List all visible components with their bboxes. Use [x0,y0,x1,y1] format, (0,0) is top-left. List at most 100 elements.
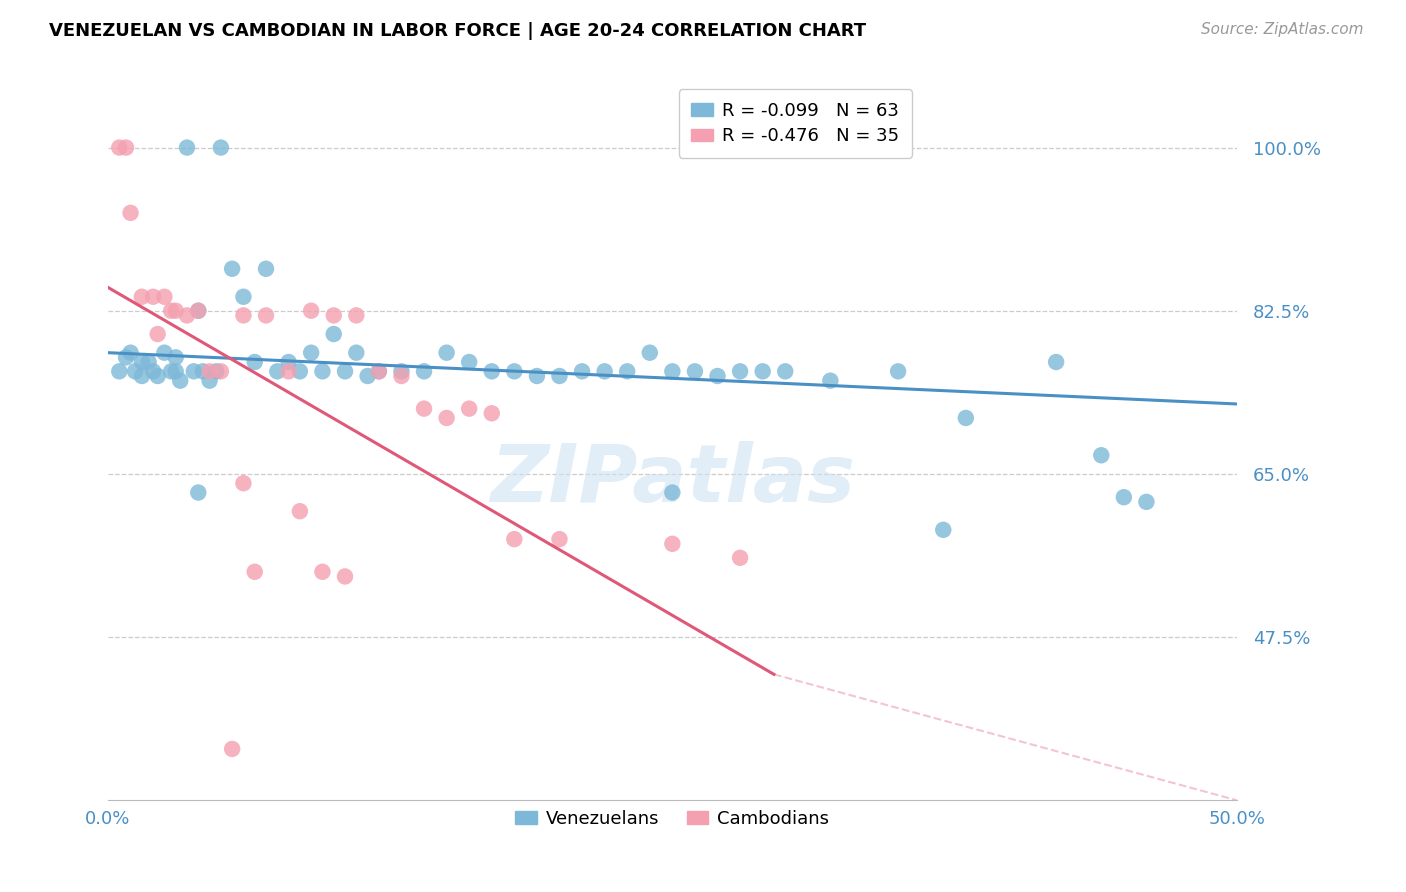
Point [165,364,187,378]
Point [728,550,751,565]
Point [277,364,299,378]
Point [311,565,333,579]
Point [661,485,683,500]
Point [153,345,176,359]
Point [176,140,198,154]
Point [198,374,221,388]
Point [232,476,254,491]
Point [436,411,458,425]
Point [165,351,187,365]
Point [616,364,638,378]
Point [115,140,138,154]
Point [160,303,183,318]
Point [187,485,209,500]
Point [187,303,209,318]
Point [1045,355,1067,369]
Point [367,364,389,378]
Point [221,742,243,756]
Point [187,303,209,318]
Point [209,140,232,154]
Point [169,374,191,388]
Point [138,355,160,369]
Point [160,364,183,378]
Point [232,290,254,304]
Point [955,411,977,425]
Point [413,364,436,378]
Point [548,532,571,546]
Point [458,355,481,369]
Point [932,523,955,537]
Point [481,406,503,420]
Point [391,364,413,378]
Point [205,364,228,378]
Point [299,345,322,359]
Point [221,261,243,276]
Point [322,326,344,341]
Point [356,369,378,384]
Point [458,401,481,416]
Point [344,345,367,359]
Point [165,303,187,318]
Point [254,261,277,276]
Point [367,364,389,378]
Point [142,364,165,378]
Point [120,206,142,220]
Point [1090,448,1112,462]
Legend: Venezuelans, Cambodians: Venezuelans, Cambodians [508,803,837,835]
Point [266,364,288,378]
Point [481,364,503,378]
Point [243,355,266,369]
Point [288,364,311,378]
Point [1135,495,1157,509]
Point [254,309,277,323]
Point [311,364,333,378]
Point [299,303,322,318]
Point [209,364,232,378]
Point [146,369,169,384]
Point [571,364,593,378]
Point [593,364,616,378]
Text: Source: ZipAtlas.com: Source: ZipAtlas.com [1201,22,1364,37]
Point [183,364,205,378]
Point [661,537,683,551]
Point [131,369,153,384]
Point [706,369,728,384]
Point [243,565,266,579]
Point [198,364,221,378]
Text: ZIPatlas: ZIPatlas [489,442,855,519]
Point [638,345,661,359]
Point [108,140,131,154]
Point [548,369,571,384]
Point [887,364,910,378]
Point [142,290,165,304]
Text: VENEZUELAN VS CAMBODIAN IN LABOR FORCE | AGE 20-24 CORRELATION CHART: VENEZUELAN VS CAMBODIAN IN LABOR FORCE |… [49,22,866,40]
Point [333,364,356,378]
Point [503,532,526,546]
Point [1112,490,1135,504]
Point [333,569,356,583]
Point [344,309,367,323]
Point [751,364,773,378]
Point [153,290,176,304]
Point [413,401,436,416]
Point [108,364,131,378]
Point [232,309,254,323]
Point [277,355,299,369]
Point [288,504,311,518]
Point [728,364,751,378]
Point [191,364,214,378]
Point [526,369,548,384]
Point [176,309,198,323]
Point [503,364,526,378]
Point [391,369,413,384]
Point [131,290,153,304]
Point [120,345,142,359]
Point [683,364,706,378]
Point [322,309,344,323]
Point [436,345,458,359]
Point [773,364,796,378]
Point [115,351,138,365]
Point [146,326,169,341]
Point [661,364,683,378]
Point [820,374,842,388]
